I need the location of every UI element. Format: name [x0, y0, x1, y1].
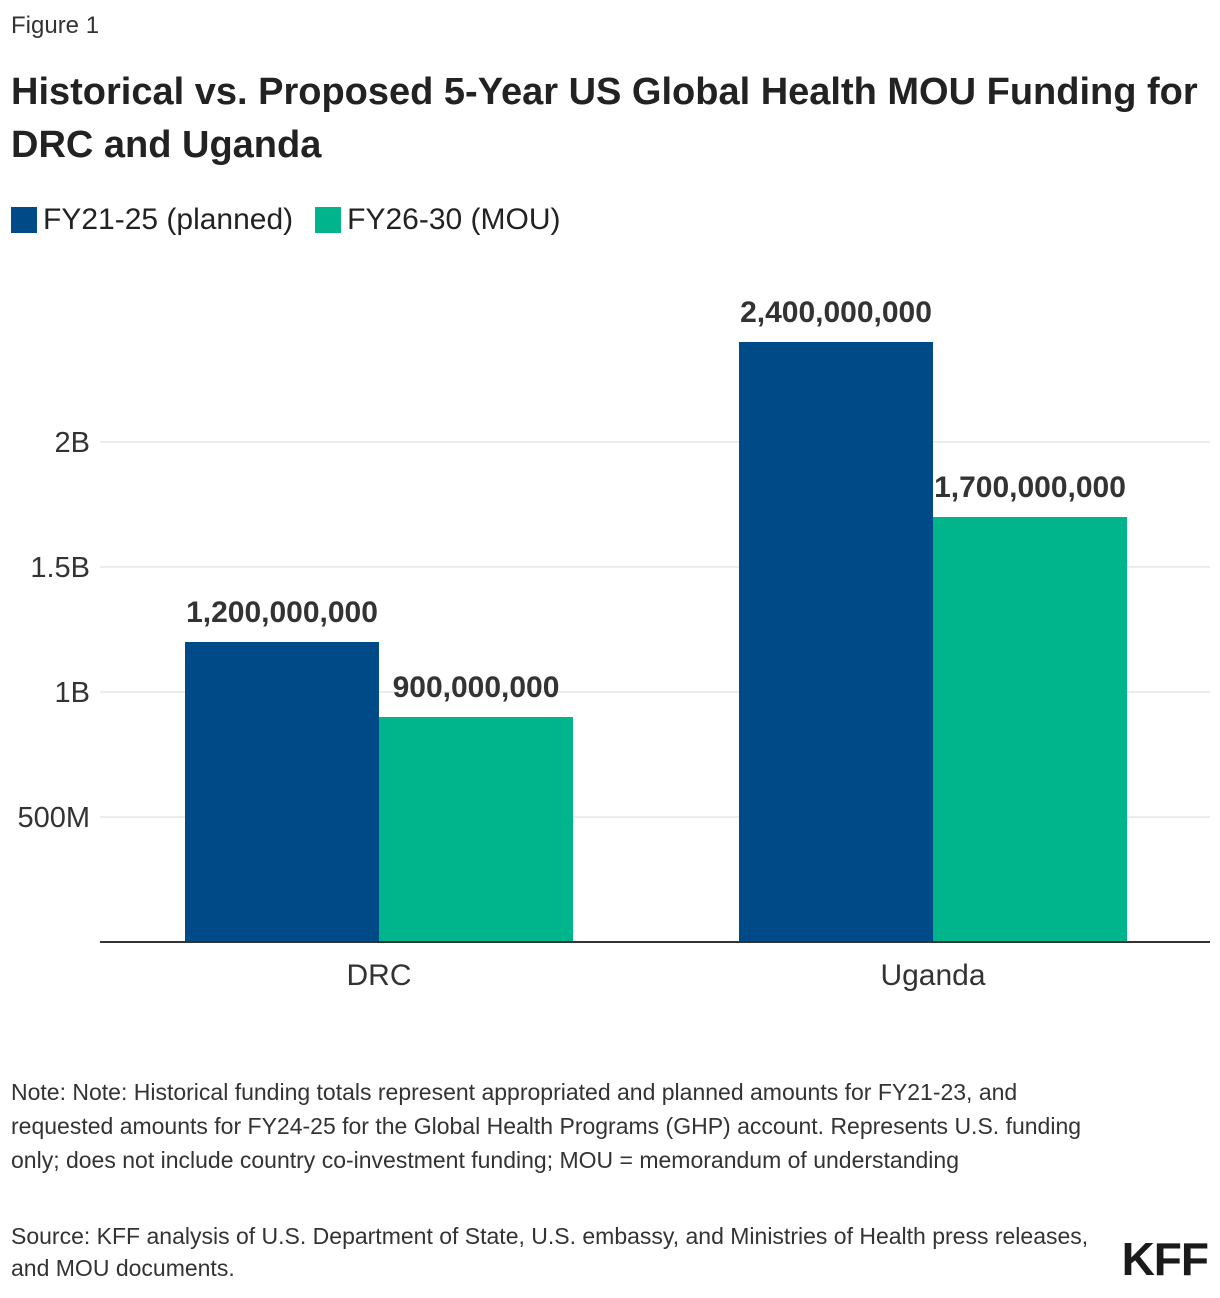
y-tick-label: 500M [17, 802, 90, 834]
bar [379, 717, 573, 942]
bar-value-label: 1,700,000,000 [934, 471, 1126, 504]
legend-label-fy21-25: FY21-25 (planned) [43, 203, 294, 236]
x-category-label: Uganda [880, 959, 985, 992]
bar [933, 517, 1127, 942]
y-tick-label: 2B [55, 427, 90, 459]
chart-title: Historical vs. Proposed 5-Year US Global… [11, 71, 1198, 166]
chart-note: Note: Note: Historical funding totals re… [11, 1079, 1082, 1173]
legend-item-fy21-25: FY21-25 (planned) [11, 203, 293, 237]
chart-source: Source: KFF analysis of U.S. Department … [11, 1223, 1089, 1281]
legend-swatch-fy21-25 [11, 207, 37, 233]
bar-chart: 500M 1B 1.5B 2B 1,200,000,000 900,000,000 DRC 2… [17, 296, 1210, 992]
legend-item-fy26-30: FY26-30 (MOU) [315, 203, 561, 237]
y-tick-label: 1B [55, 677, 90, 709]
legend-swatch-fy26-30 [315, 207, 342, 233]
legend-label-fy26-30: FY26-30 (MOU) [347, 203, 561, 236]
kff-logo: KFF [1121, 1233, 1209, 1285]
bar-value-label: 2,400,000,000 [740, 296, 932, 329]
bar-value-label: 900,000,000 [393, 671, 560, 704]
bar [185, 642, 379, 942]
figure-label: Figure 1 [11, 12, 100, 39]
y-tick-label: 1.5B [30, 552, 90, 584]
bar [739, 342, 933, 942]
x-category-label: DRC [347, 959, 412, 992]
chart-legend: FY21-25 (planned) FY26-30 (MOU) [11, 203, 583, 237]
bar-value-label: 1,200,000,000 [186, 596, 378, 629]
